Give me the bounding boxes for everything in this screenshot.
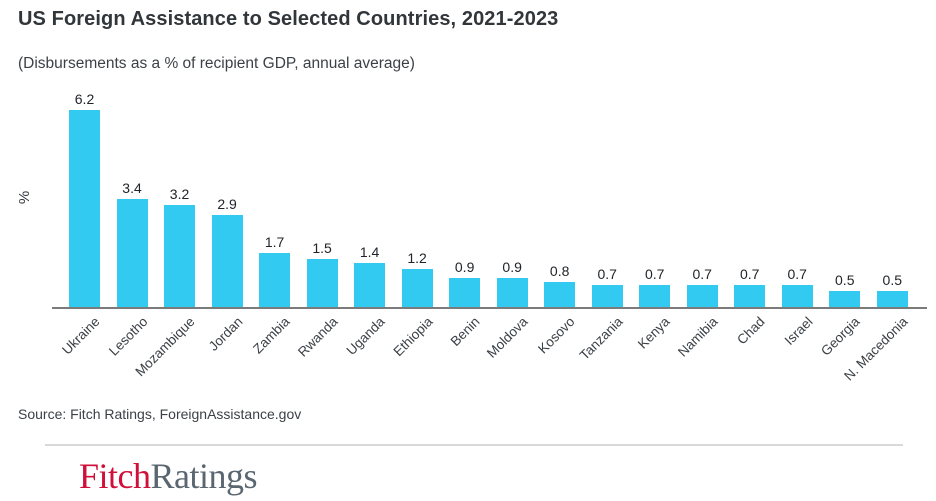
bar xyxy=(876,291,908,307)
bar-value-label: 0.7 xyxy=(644,266,665,282)
footer-divider xyxy=(45,444,903,446)
bar-column: 2.9 xyxy=(211,196,243,307)
x-axis-label: Uganda xyxy=(343,314,388,359)
bar xyxy=(734,285,766,307)
x-axis-label: Chad xyxy=(733,314,768,348)
bar xyxy=(639,285,671,307)
bar xyxy=(544,282,576,307)
bar xyxy=(69,110,100,307)
plot-area: 6.2 3.4 3.2 2.9 1.7 1.5 1.4 1.2 0.9 0.9 0.8 0.7 0.7 0… xyxy=(52,90,927,307)
bar-value-label: 0.5 xyxy=(882,272,902,288)
x-axis-label: Benin xyxy=(447,314,483,350)
bar-value-label: 3.4 xyxy=(122,180,142,196)
bar xyxy=(781,285,813,307)
x-axis-label: Moldova xyxy=(483,314,531,361)
bar-column: 0.9 xyxy=(449,259,481,307)
x-axis-label: Georgia xyxy=(817,314,863,359)
bar-column: 1.7 xyxy=(259,234,291,307)
bar xyxy=(354,263,386,307)
bar-column: 0.5 xyxy=(876,272,908,307)
source-note: Source: Fitch Ratings, ForeignAssistance… xyxy=(18,406,302,422)
bar-value-label: 1.2 xyxy=(407,250,427,266)
bar-column: 1.5 xyxy=(306,240,338,307)
bar-value-label: 3.2 xyxy=(169,186,190,202)
x-axis-label: Lesotho xyxy=(105,314,151,359)
bar xyxy=(591,285,623,307)
bar-column: 0.7 xyxy=(781,266,813,307)
bar-column: 3.4 xyxy=(116,180,148,307)
bar-value-label: 0.9 xyxy=(502,259,522,275)
x-axis-label: Kenya xyxy=(634,314,673,352)
bar-column: 0.7 xyxy=(734,266,766,307)
x-axis-label: Namibia xyxy=(674,314,721,360)
logo-text-ratings: Ratings xyxy=(150,456,258,496)
bar xyxy=(829,291,861,307)
bars-container: 6.2 3.4 3.2 2.9 1.7 1.5 1.4 1.2 0.9 0.9 0.8 0.7 0.7 0… xyxy=(52,90,927,307)
x-axis-label: Jordan xyxy=(205,314,246,354)
x-axis-label: Ukraine xyxy=(58,314,103,358)
bar-column: 0.7 xyxy=(639,266,671,307)
bar-value-label: 0.5 xyxy=(835,272,855,288)
bar-value-label: 1.5 xyxy=(312,240,332,256)
bar xyxy=(496,278,528,307)
x-axis-label: Ethiopia xyxy=(389,314,436,360)
bar-value-label: 2.9 xyxy=(217,196,237,212)
x-axis-label: Tanzania xyxy=(576,314,626,363)
x-axis-label: Israel xyxy=(781,314,816,348)
chart-title: US Foreign Assistance to Selected Countr… xyxy=(18,8,559,30)
bar xyxy=(449,278,481,307)
bar-value-label: 0.7 xyxy=(787,266,807,282)
chart-subtitle: (Disbursements as a % of recipient GDP, … xyxy=(18,55,415,72)
bar-column: 1.2 xyxy=(401,250,433,307)
x-axis-label: Rwanda xyxy=(294,314,341,360)
bar-column: 0.7 xyxy=(686,266,718,307)
bar xyxy=(306,259,338,307)
bar-column: 0.7 xyxy=(591,266,623,307)
x-axis-label: Kosovo xyxy=(534,314,578,357)
bar xyxy=(259,253,291,307)
logo-text-fitch: Fitch xyxy=(79,456,151,496)
bar xyxy=(211,215,243,307)
bar-value-label: 0.7 xyxy=(692,266,712,282)
bar xyxy=(116,199,148,307)
bar-column: 0.9 xyxy=(496,259,528,307)
x-axis-labels: Ukraine Lesotho Mozambique Jordan Zambia Rwan… xyxy=(52,314,927,409)
fitch-ratings-logo: FitchRatings xyxy=(79,455,258,497)
bar-value-label: 1.7 xyxy=(264,234,285,250)
bar-value-label: 6.2 xyxy=(74,91,95,107)
bar xyxy=(401,269,433,307)
bar-value-label: 0.8 xyxy=(549,263,570,279)
bar-column: 0.5 xyxy=(829,272,861,307)
bar-column: 3.2 xyxy=(164,186,196,307)
y-axis-label: % xyxy=(16,190,34,205)
bar-value-label: 0.7 xyxy=(739,266,760,282)
bar-column: 0.8 xyxy=(544,263,576,307)
x-axis-line xyxy=(52,307,927,309)
bar-value-label: 0.9 xyxy=(454,259,475,275)
bar-column: 6.2 xyxy=(69,91,100,307)
bar-value-label: 0.7 xyxy=(597,266,617,282)
bar-value-label: 1.4 xyxy=(359,244,380,260)
bar xyxy=(164,205,196,307)
x-axis-label: Zambia xyxy=(249,314,293,357)
bar-column: 1.4 xyxy=(354,244,386,307)
bar xyxy=(686,285,718,307)
